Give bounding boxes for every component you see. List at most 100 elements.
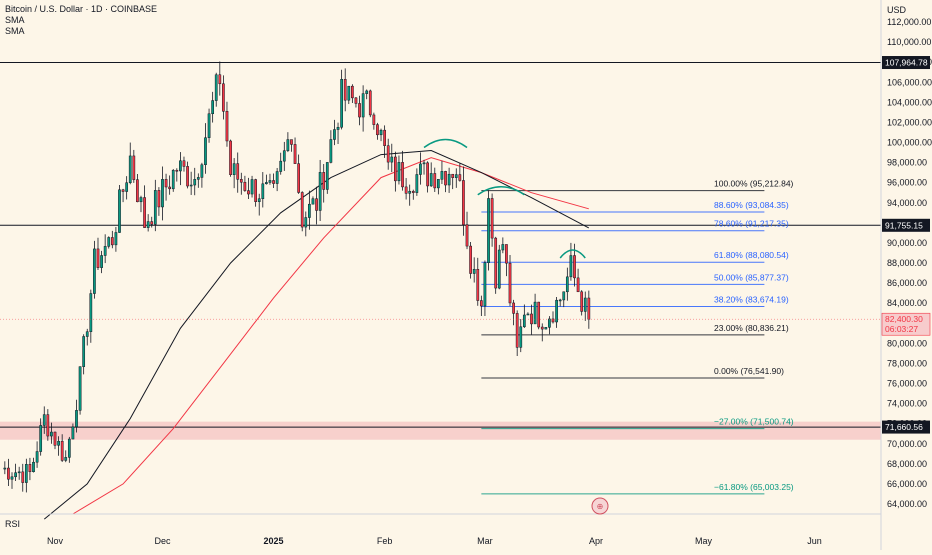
fib-level-label: 50.00% (85,877.37) [714, 272, 789, 282]
fib-level-label: 88.60% (93,084.35) [714, 200, 789, 210]
candle-body [340, 79, 343, 128]
green-arc-annotation[interactable] [477, 185, 525, 196]
candle-body [404, 186, 408, 194]
candle-body [78, 366, 82, 411]
candle-body [222, 83, 225, 112]
candle-body [50, 431, 53, 437]
candle-body [444, 171, 447, 186]
y-axis-tick-label: 84,000.00 [887, 298, 927, 308]
candle-body [422, 162, 426, 165]
current-price-tag[interactable] [881, 312, 931, 336]
y-axis-tick-label: 76,000.00 [887, 379, 927, 389]
candle-body [229, 140, 232, 175]
candle-body [193, 179, 197, 186]
y-axis-tick-label: 94,000.00 [887, 198, 927, 208]
y-axis-tick-label: 70,000.00 [887, 439, 927, 449]
sma-red-line[interactable] [72, 157, 589, 515]
candle-body [433, 173, 437, 189]
candle-body [114, 232, 118, 246]
candle-body [368, 90, 372, 116]
symbol-title[interactable]: Bitcoin / U.S. Dollar · 1D · COINBASE [5, 4, 158, 14]
candle-body [53, 431, 57, 446]
y-axis-tick-label: 64,000.00 [887, 499, 927, 509]
candle-body [286, 139, 290, 151]
sma-indicator-1[interactable]: SMA [5, 15, 25, 25]
green-arc-annotation[interactable] [423, 138, 468, 149]
candle-body [7, 467, 10, 480]
candle-body [397, 162, 401, 182]
sma-black-line[interactable] [43, 149, 590, 520]
candle-body [304, 217, 308, 228]
x-axis-tick-label: Dec [154, 536, 171, 546]
candle-body [519, 326, 523, 348]
y-axis-tick-label: 88,000.00 [887, 258, 927, 268]
candle-body [17, 471, 21, 474]
candle-body [35, 451, 39, 463]
y-axis-tick-label: 104,000.00 [887, 97, 932, 107]
candle-body [75, 410, 78, 428]
y-axis-tick-label: 66,000.00 [887, 479, 927, 489]
candle-body [261, 183, 265, 199]
candle-body [254, 179, 257, 202]
candle-body [376, 124, 379, 136]
candle-body [408, 190, 412, 194]
alert-icon[interactable]: ⊕ [591, 497, 609, 515]
candle-body [436, 179, 440, 189]
candle-body [411, 190, 415, 193]
candle-body [315, 198, 318, 211]
candle-body [164, 179, 168, 188]
y-axis-tick-label: 80,000.00 [887, 338, 927, 348]
y-axis-tick-label: 68,000.00 [887, 459, 927, 469]
candle-body [118, 189, 121, 233]
fib-level-label: 0.00% (76,541.90) [714, 366, 784, 376]
candle-body [569, 255, 573, 278]
candle-body [308, 203, 311, 218]
candle-body [297, 163, 300, 193]
candle-body [472, 268, 476, 274]
candle-body [329, 139, 333, 163]
candle-body [479, 300, 483, 307]
candle-body [225, 111, 229, 142]
candle-body [358, 103, 361, 118]
candle-body [372, 114, 376, 125]
candle-body [28, 464, 32, 473]
rsi-pane-label[interactable]: RSI [5, 519, 21, 529]
candle-body [290, 139, 293, 145]
candle-body [168, 186, 172, 190]
candle-body [175, 169, 179, 172]
candle-body [82, 336, 86, 367]
candle-body [347, 85, 351, 101]
candle-body [587, 297, 591, 320]
candle-body [465, 224, 469, 247]
candle-body [551, 318, 555, 323]
currency-label[interactable]: USD [887, 5, 907, 15]
candle-body [136, 179, 139, 203]
candle-body [200, 164, 204, 178]
candle-body [279, 160, 283, 172]
candle-body [558, 299, 562, 302]
candle-body [182, 160, 186, 167]
candle-body [247, 190, 250, 195]
candle-body [265, 182, 268, 185]
candle-body [239, 179, 243, 183]
candle-body [580, 291, 584, 312]
green-arc-annotation[interactable] [559, 249, 586, 259]
candle-body [451, 173, 455, 178]
candle-body [46, 414, 50, 437]
candle-body [64, 457, 68, 461]
candle-body [512, 302, 515, 314]
candle-body [354, 97, 358, 104]
candle-body [39, 425, 43, 452]
candle-body [300, 192, 304, 228]
x-axis-tick-label: Mar [477, 536, 493, 546]
fib-level-label: 100.00% (95,212.84) [714, 179, 794, 189]
y-axis-tick-label: 74,000.00 [887, 399, 927, 409]
candle-body [343, 79, 347, 101]
sma-indicator-2[interactable]: SMA [5, 26, 25, 36]
candle-body [214, 74, 218, 101]
candle-body [522, 314, 526, 328]
candle-body [462, 180, 465, 225]
